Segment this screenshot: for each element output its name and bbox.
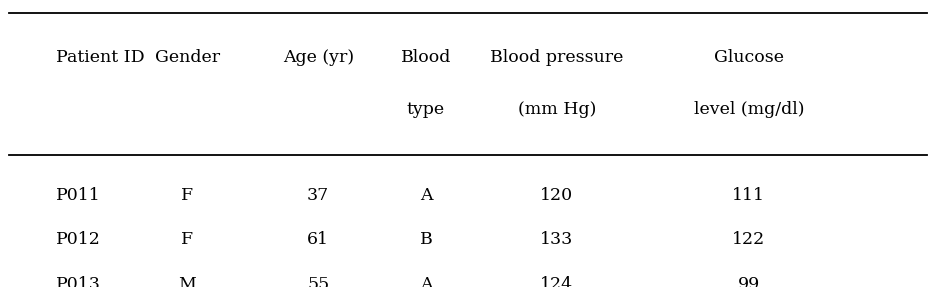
- Text: P013: P013: [56, 276, 101, 287]
- Text: 124: 124: [540, 276, 574, 287]
- Text: level (mg/dl): level (mg/dl): [694, 100, 804, 118]
- Text: M: M: [178, 276, 197, 287]
- Text: Patient ID: Patient ID: [56, 49, 145, 66]
- Text: F: F: [182, 231, 193, 248]
- Text: B: B: [419, 231, 432, 248]
- Text: P011: P011: [56, 187, 101, 204]
- Text: 111: 111: [732, 187, 766, 204]
- Text: 99: 99: [738, 276, 760, 287]
- Text: Blood pressure: Blood pressure: [490, 49, 623, 66]
- Text: 37: 37: [307, 187, 329, 204]
- Text: Blood: Blood: [401, 49, 451, 66]
- Text: Glucose: Glucose: [714, 49, 783, 66]
- Text: 61: 61: [307, 231, 329, 248]
- Text: Age (yr): Age (yr): [283, 49, 354, 66]
- Text: 120: 120: [540, 187, 574, 204]
- Text: 55: 55: [307, 276, 329, 287]
- Text: type: type: [407, 100, 445, 118]
- Text: Gender: Gender: [154, 49, 220, 66]
- Text: (mm Hg): (mm Hg): [518, 100, 596, 118]
- Text: P012: P012: [56, 231, 101, 248]
- Text: F: F: [182, 187, 193, 204]
- Text: A: A: [419, 187, 432, 204]
- Text: 133: 133: [540, 231, 574, 248]
- Text: A: A: [419, 276, 432, 287]
- Text: 122: 122: [732, 231, 766, 248]
